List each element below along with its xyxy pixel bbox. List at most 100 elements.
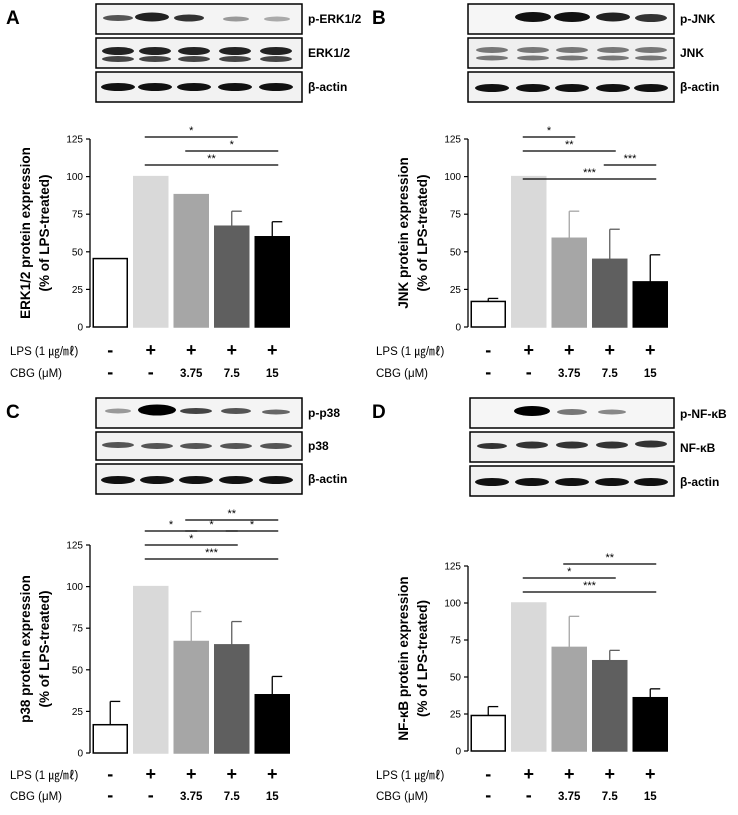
bar <box>592 659 628 752</box>
y-tick-label: 75 <box>450 636 462 647</box>
significance-label: * <box>189 533 194 545</box>
y-tick-label: 25 <box>72 707 84 718</box>
treatment-value: 15 <box>644 368 657 380</box>
treatment-value: 3.75 <box>180 791 203 803</box>
treatment-value: - <box>485 362 491 382</box>
y-axis-label-line2: (% of LPS-treated) <box>415 174 430 291</box>
significance-label: ** <box>207 153 216 165</box>
significance-label: * <box>567 566 572 578</box>
y-tick-label: 25 <box>72 285 84 296</box>
blot-label-c-3: β-actin <box>308 472 347 486</box>
y-tick-label: 100 <box>66 172 83 183</box>
y-tick-label: 75 <box>450 210 462 221</box>
treatment-value: 15 <box>266 791 279 803</box>
y-axis-label-line1: p38 protein expression <box>18 575 33 723</box>
treatment-value: 15 <box>266 368 279 380</box>
blot-image-d <box>469 397 675 497</box>
bar <box>511 602 547 752</box>
significance-label: ** <box>227 508 236 520</box>
y-tick-label: 0 <box>455 747 461 758</box>
treatment-value: + <box>267 340 278 360</box>
bar <box>214 644 250 754</box>
blot-image-c <box>95 397 303 495</box>
y-axis-label-line1: ERK1/2 protein expression <box>18 147 33 319</box>
y-axis-label-line1: JNK protein expression <box>396 157 411 309</box>
blot-image-b <box>467 3 675 103</box>
blot-label-b-3: β-actin <box>680 80 719 94</box>
y-tick-label: 100 <box>444 172 461 183</box>
bar <box>470 300 506 328</box>
y-tick-label: 50 <box>72 247 84 258</box>
panel-letter-d: D <box>372 402 386 423</box>
chart-panel-b: 0 25 50 75 100 125 JNK protein expression (% of… <box>376 125 668 382</box>
treatment-label: CBG (μM) <box>10 368 62 380</box>
bar <box>133 175 169 328</box>
bar <box>592 258 628 328</box>
significance-label: * <box>230 139 235 151</box>
significance-label: * <box>169 519 174 531</box>
blot-label-a-3: β-actin <box>308 80 347 94</box>
treatment-value: - <box>485 340 491 360</box>
blot-label-b-1: p-JNK <box>680 12 716 26</box>
treatment-value: - <box>107 785 113 805</box>
treatment-value: + <box>564 340 575 360</box>
blot-label-d-2: NF-κB <box>680 441 716 455</box>
bar <box>133 585 169 754</box>
y-tick-label: 25 <box>450 710 462 721</box>
y-tick-label: 50 <box>450 673 462 684</box>
bar <box>173 193 209 328</box>
treatment-value: - <box>107 362 113 382</box>
y-axis-label-line2: (% of LPS-treated) <box>37 590 52 707</box>
y-tick-label: 100 <box>66 582 83 593</box>
significance-label: *** <box>583 167 597 179</box>
bar <box>214 225 250 328</box>
y-tick-label: 50 <box>450 247 462 258</box>
y-tick-label: 125 <box>444 135 461 146</box>
treatment-value: + <box>604 764 615 784</box>
treatment-label: LPS (1 ㎍/㎖) <box>10 769 79 782</box>
bar <box>470 714 506 752</box>
treatment-label: CBG (μM) <box>376 368 428 380</box>
treatment-value: + <box>523 764 534 784</box>
y-axis-label-line1: NF-κB protein expression <box>396 576 411 740</box>
y-axis-label-line2: (% of LPS-treated) <box>37 174 52 291</box>
panel-letter-a: A <box>6 8 20 29</box>
blot-label-a-2: ERK1/2 <box>308 46 350 60</box>
bar <box>632 281 668 328</box>
treatment-value: - <box>148 362 154 382</box>
bar <box>511 175 547 328</box>
treatment-label: CBG (μM) <box>376 791 428 803</box>
treatment-value: + <box>267 764 278 784</box>
panel-letter-b: B <box>372 8 386 29</box>
bar <box>551 646 587 752</box>
y-tick-label: 125 <box>66 135 83 146</box>
y-tick-label: 0 <box>77 323 83 334</box>
blot-label-d-3: β-actin <box>680 475 719 489</box>
significance-label: *** <box>624 153 638 165</box>
treatment-value: 7.5 <box>602 368 619 380</box>
treatment-value: + <box>145 764 156 784</box>
blot-label-c-2: p38 <box>308 439 329 453</box>
blot-label-b-2: JNK <box>680 46 704 60</box>
treatment-value: + <box>186 340 197 360</box>
bar <box>632 696 668 752</box>
blot-label-c-1: p-p38 <box>308 406 340 420</box>
significance-label: ** <box>605 552 614 564</box>
treatment-label: LPS (1 ㎍/㎖) <box>10 345 79 358</box>
significance-label: * <box>189 125 194 137</box>
y-tick-label: 75 <box>72 210 84 221</box>
y-axis-label-line2: (% of LPS-treated) <box>415 600 430 717</box>
treatment-value: + <box>645 764 656 784</box>
significance-label: ** <box>565 139 574 151</box>
blot-label-a-1: p-ERK1/2 <box>308 12 362 26</box>
y-tick-label: 0 <box>455 323 461 334</box>
y-tick-label: 125 <box>444 562 461 573</box>
y-tick-label: 25 <box>450 285 462 296</box>
treatment-value: + <box>645 340 656 360</box>
y-tick-label: 100 <box>444 599 461 610</box>
treatment-value: + <box>145 340 156 360</box>
treatment-value: - <box>526 785 532 805</box>
chart-panel-a: 0 25 50 75 100 125 ERK1/2 protein expression (%… <box>10 125 290 382</box>
treatment-value: + <box>604 340 615 360</box>
